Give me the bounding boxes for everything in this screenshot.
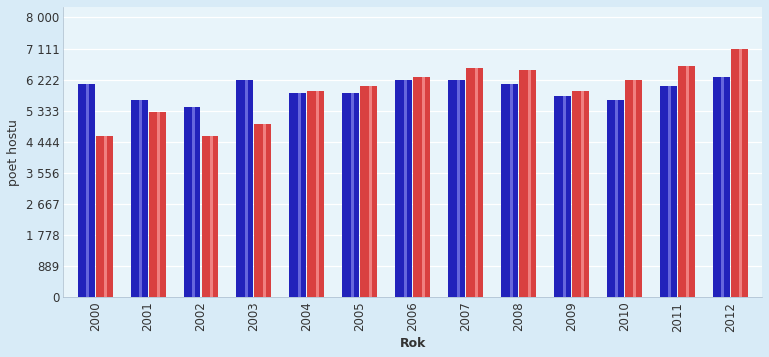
- Bar: [361, 86, 378, 297]
- Bar: [192, 107, 195, 297]
- Bar: [298, 93, 301, 297]
- Bar: [148, 112, 165, 297]
- Bar: [421, 77, 424, 297]
- Bar: [308, 91, 325, 297]
- Bar: [474, 68, 478, 297]
- Bar: [78, 84, 95, 297]
- Bar: [263, 124, 266, 297]
- Bar: [607, 100, 624, 297]
- Bar: [721, 77, 724, 297]
- Bar: [139, 100, 142, 297]
- Bar: [660, 86, 677, 297]
- Bar: [687, 66, 690, 297]
- Bar: [131, 100, 148, 297]
- Y-axis label: poet hostu: poet hostu: [7, 119, 20, 186]
- Bar: [501, 84, 518, 297]
- Bar: [528, 70, 531, 297]
- Bar: [351, 93, 354, 297]
- Bar: [678, 66, 695, 297]
- Bar: [448, 80, 465, 297]
- Bar: [562, 96, 565, 297]
- Bar: [210, 136, 213, 297]
- Bar: [86, 84, 89, 297]
- Bar: [369, 86, 372, 297]
- Bar: [104, 136, 107, 297]
- Bar: [519, 70, 536, 297]
- Bar: [731, 49, 747, 297]
- Bar: [245, 80, 248, 297]
- Bar: [457, 80, 460, 297]
- Bar: [157, 112, 160, 297]
- Bar: [713, 77, 730, 297]
- Bar: [625, 80, 642, 297]
- Bar: [466, 68, 483, 297]
- Bar: [413, 77, 430, 297]
- Bar: [572, 91, 589, 297]
- Bar: [95, 136, 112, 297]
- Bar: [668, 86, 671, 297]
- Bar: [289, 93, 306, 297]
- Bar: [184, 107, 201, 297]
- Bar: [615, 100, 618, 297]
- Bar: [581, 91, 584, 297]
- Bar: [395, 80, 412, 297]
- Bar: [201, 136, 218, 297]
- Bar: [255, 124, 271, 297]
- Bar: [634, 80, 637, 297]
- Bar: [739, 49, 742, 297]
- X-axis label: Rok: Rok: [400, 337, 426, 350]
- Bar: [404, 80, 407, 297]
- Bar: [342, 93, 359, 297]
- Bar: [510, 84, 513, 297]
- Bar: [554, 96, 571, 297]
- Bar: [237, 80, 254, 297]
- Bar: [316, 91, 319, 297]
